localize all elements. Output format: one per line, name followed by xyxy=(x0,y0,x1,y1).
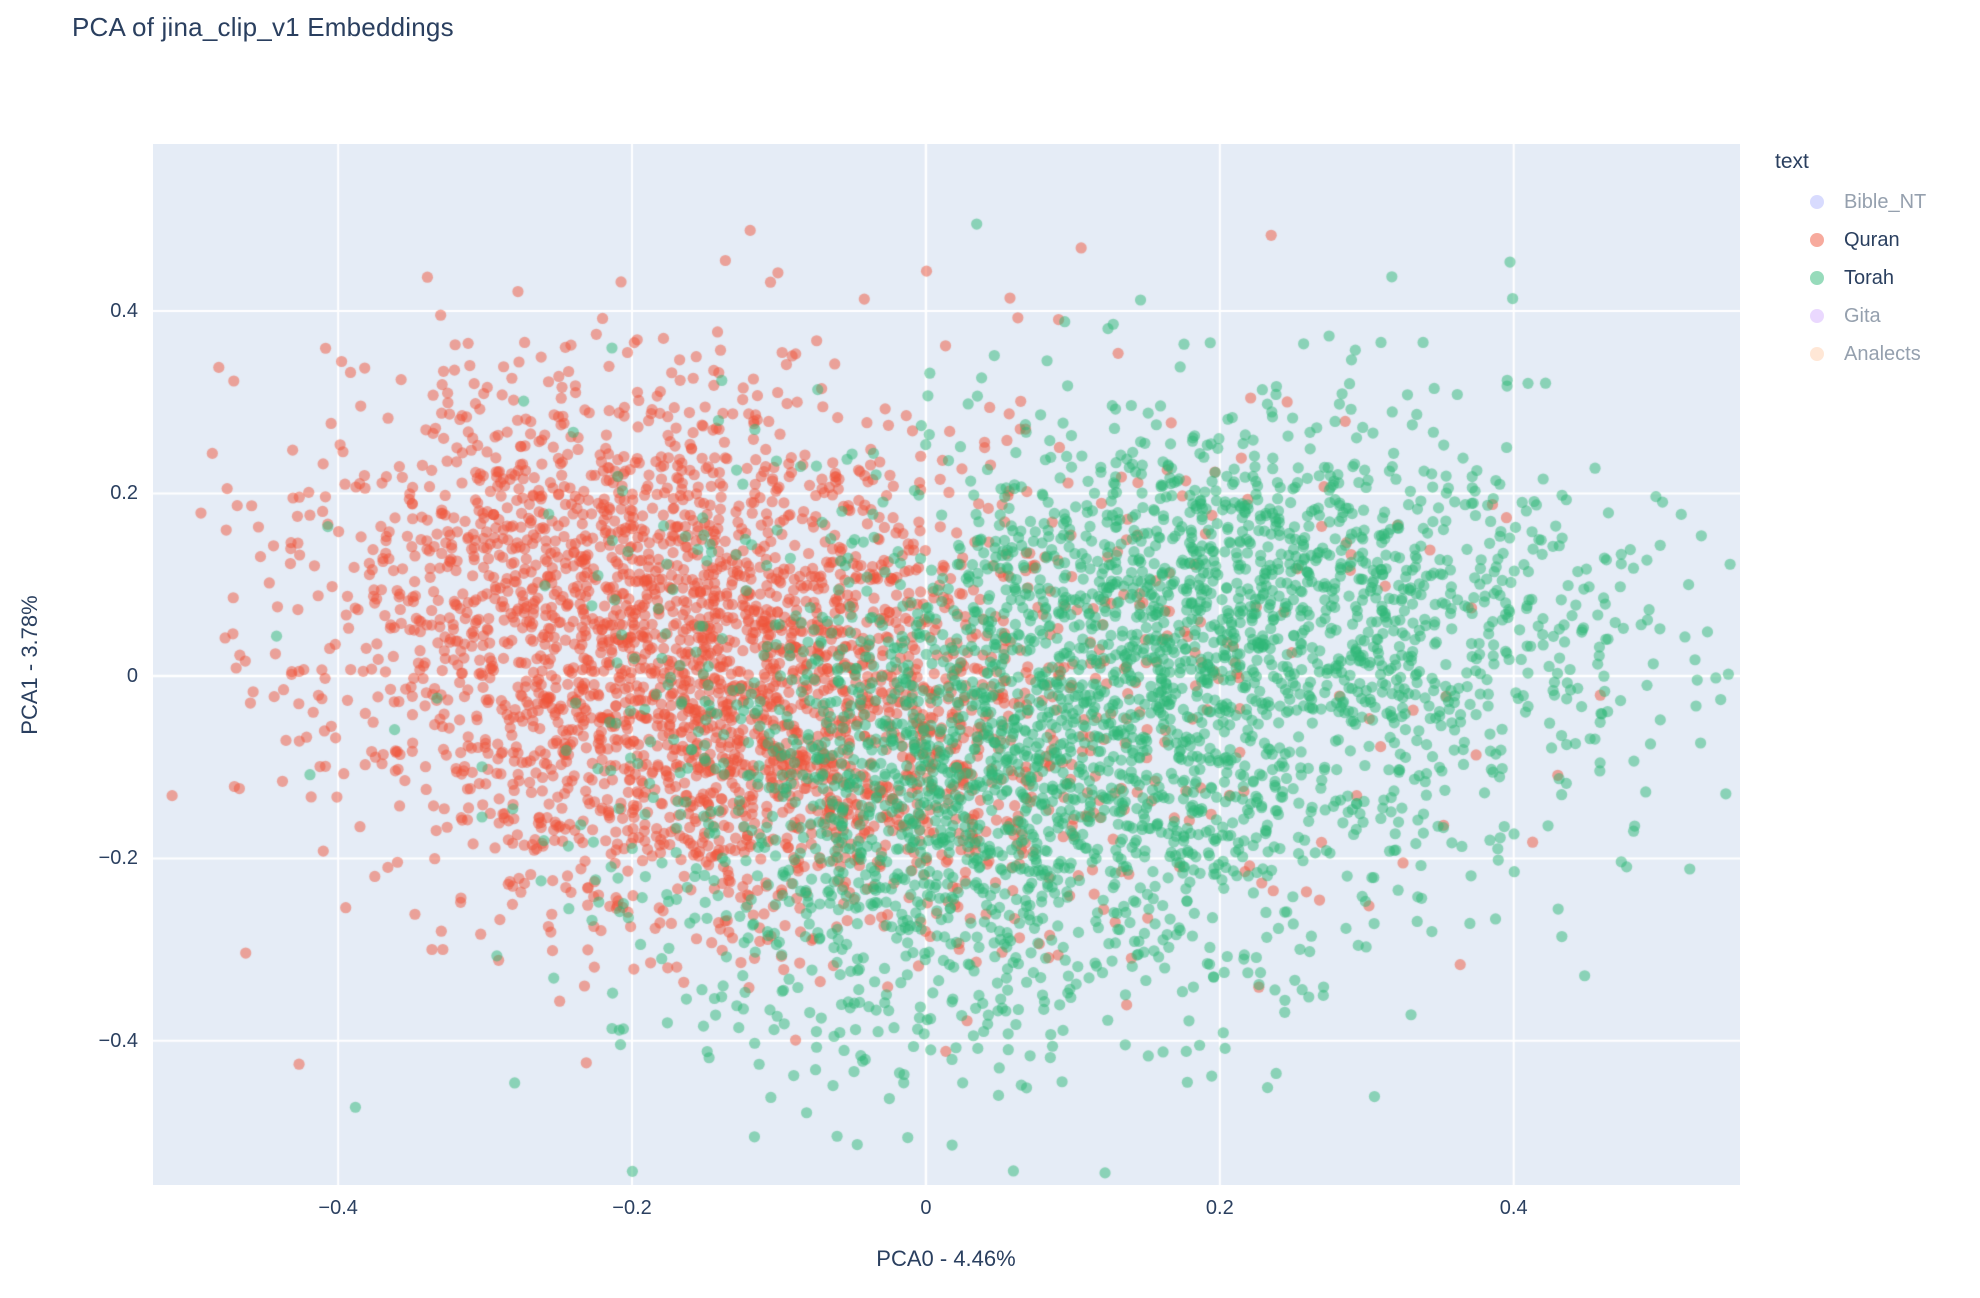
legend-item-gita[interactable]: Gita xyxy=(1775,304,1975,328)
x-tick-label: 0 xyxy=(920,1197,932,1219)
legend-item-label: Gita xyxy=(1844,304,1881,327)
x-tick-label: 0.4 xyxy=(1499,1197,1528,1219)
legend-marker-icon xyxy=(1810,347,1824,361)
legend: text Bible_NT Quran Torah Gita Analects xyxy=(1775,150,1975,380)
x-axis-title: PCA0 - 4.46% xyxy=(876,1246,1016,1271)
x-tick-label: 0.2 xyxy=(1205,1197,1234,1219)
legend-title: text xyxy=(1775,150,1809,173)
y-axis-title: PCA1 - 3.78% xyxy=(17,595,42,735)
y-tick-label: −0.2 xyxy=(98,847,138,870)
legend-marker-icon xyxy=(1810,309,1824,323)
legend-item-quran[interactable]: Quran xyxy=(1775,228,1975,252)
legend-marker-icon xyxy=(1810,195,1824,209)
legend-marker-icon xyxy=(1810,271,1824,285)
legend-item-label: Quran xyxy=(1844,228,1900,251)
x-tick-label: −0.4 xyxy=(318,1197,358,1219)
y-tick-label: 0 xyxy=(126,664,138,687)
legend-item-analects[interactable]: Analects xyxy=(1775,342,1975,366)
legend-marker-icon xyxy=(1810,233,1824,247)
legend-item-label: Torah xyxy=(1844,266,1895,289)
chart-title: PCA of jina_clip_v1 Embeddings xyxy=(72,12,454,42)
legend-item-label: Analects xyxy=(1844,342,1921,365)
legend-item-label: Bible_NT xyxy=(1844,190,1927,213)
x-tick-label: −0.2 xyxy=(612,1197,652,1219)
y-tick-label: −0.4 xyxy=(98,1029,138,1052)
legend-item-torah[interactable]: Torah xyxy=(1775,266,1975,290)
legend-item-bible-nt[interactable]: Bible_NT xyxy=(1775,190,1975,214)
y-tick-label: 0.4 xyxy=(110,299,138,322)
y-tick-label: 0.2 xyxy=(110,482,138,505)
scatter-plot-canvas[interactable] xyxy=(153,144,1740,1185)
